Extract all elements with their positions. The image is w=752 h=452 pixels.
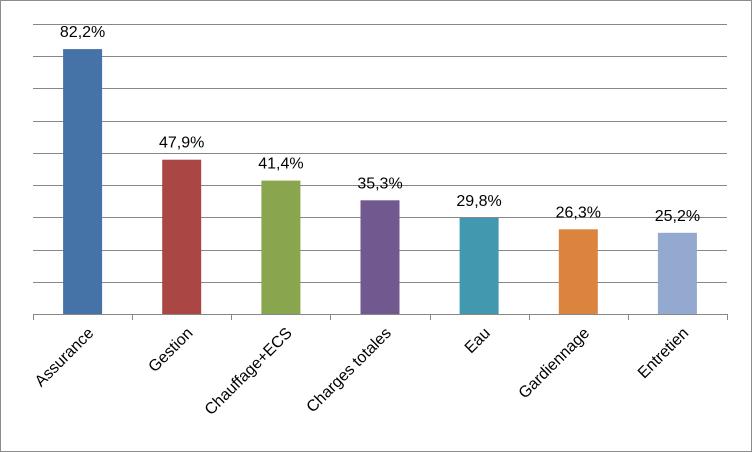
value-label: 26,3% [556,204,601,221]
gridlines [33,24,727,283]
category-label: Gardiennage [516,325,594,403]
x-axis [33,314,728,320]
bar-entretien [657,232,697,314]
value-labels: 82,2% 47,9% 41,4% 35,3% 29,8% 26,3% 25,2% [60,24,700,225]
value-label: 25,2% [655,208,700,225]
bar-charges-totales [360,200,400,314]
value-label: 82,2% [60,24,105,41]
bar-gestion [162,159,202,314]
bars [63,49,697,314]
category-label: Charges totales [304,325,395,416]
value-label: 47,9% [159,135,204,152]
bar-gardiennage [558,229,598,314]
category-label: Gestion [146,325,197,376]
value-label: 35,3% [357,175,402,192]
value-label: 29,8% [456,193,501,210]
bar-assurance [63,49,103,314]
bar-eau [459,218,499,314]
category-label: Eau [462,325,494,357]
category-label: Entretien [635,325,692,382]
category-label: Chauffage+ECS [202,325,296,419]
value-label: 41,4% [258,156,303,173]
category-labels: Assurance Gestion Chauffage+ECS Charges tot… [32,325,692,419]
category-label: Assurance [32,325,98,391]
bar-chauffage-ecs [261,180,301,314]
